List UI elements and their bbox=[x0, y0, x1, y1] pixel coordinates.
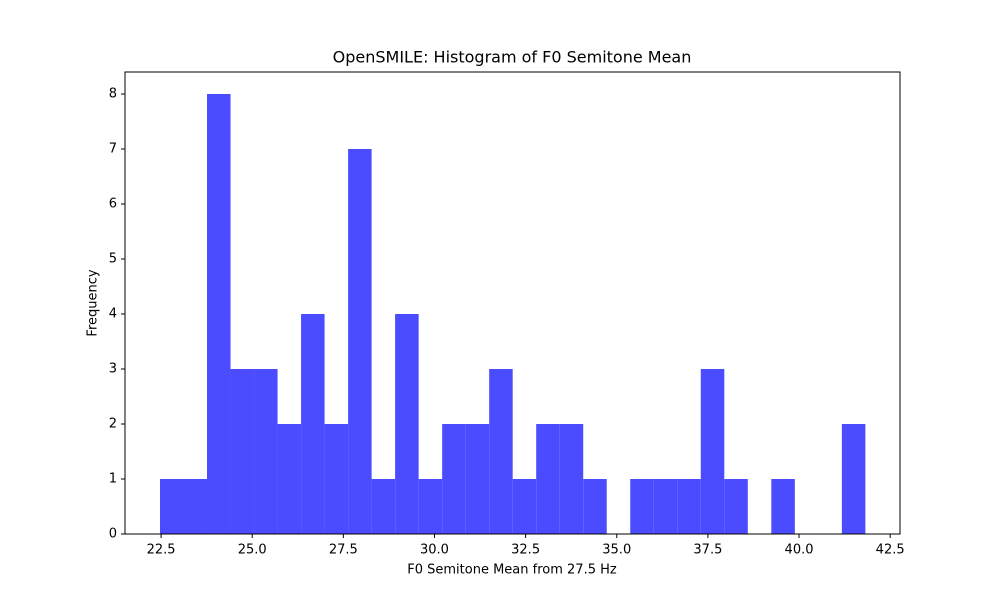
bar bbox=[371, 479, 396, 534]
bar bbox=[841, 424, 866, 534]
bar bbox=[183, 479, 208, 534]
x-axis-label: F0 Semitone Mean from 27.5 Hz bbox=[407, 563, 617, 578]
bar bbox=[159, 479, 184, 534]
y-tick-label: 6 bbox=[109, 197, 117, 212]
bar bbox=[324, 424, 349, 534]
bar bbox=[442, 424, 466, 534]
bar bbox=[677, 479, 701, 534]
x-tick-label: 32.5 bbox=[511, 543, 540, 558]
y-tick-label: 7 bbox=[109, 142, 117, 157]
bar bbox=[230, 369, 255, 534]
bar bbox=[418, 479, 443, 534]
x-tick-label: 27.5 bbox=[329, 543, 358, 558]
y-tick-label: 5 bbox=[109, 252, 117, 267]
bar bbox=[583, 479, 607, 534]
bar bbox=[700, 369, 725, 534]
x-tick-label: 40.0 bbox=[785, 543, 814, 558]
x-tick-label: 35.0 bbox=[602, 543, 631, 558]
y-tick-label: 4 bbox=[109, 307, 117, 322]
bar bbox=[348, 149, 372, 534]
bar bbox=[465, 424, 490, 534]
x-tick-label: 42.5 bbox=[876, 543, 905, 558]
y-axis-label: Frequency bbox=[86, 269, 101, 336]
bar bbox=[254, 369, 278, 534]
y-tick-label: 2 bbox=[109, 417, 117, 432]
bar bbox=[301, 314, 325, 534]
x-tick-label: 30.0 bbox=[420, 543, 449, 558]
plot-frame bbox=[124, 71, 901, 535]
bar bbox=[724, 479, 748, 534]
bar bbox=[536, 424, 560, 534]
chart-title: OpenSMILE: Histogram of F0 Semitone Mean bbox=[333, 48, 692, 67]
x-tick-label: 37.5 bbox=[693, 543, 722, 558]
bar bbox=[771, 479, 795, 534]
y-tick-label: 3 bbox=[109, 362, 117, 377]
bar bbox=[630, 479, 654, 534]
bar bbox=[395, 314, 419, 534]
bar bbox=[559, 424, 584, 534]
bar bbox=[277, 424, 302, 534]
bar bbox=[207, 94, 231, 534]
y-tick-label: 8 bbox=[109, 87, 117, 102]
bar bbox=[512, 479, 537, 534]
bar bbox=[653, 479, 678, 534]
y-tick-label: 1 bbox=[109, 472, 117, 487]
y-tick-label: 0 bbox=[109, 527, 117, 542]
x-tick-label: 25.0 bbox=[238, 543, 267, 558]
bar bbox=[489, 369, 513, 534]
x-tick-label: 22.5 bbox=[147, 543, 176, 558]
